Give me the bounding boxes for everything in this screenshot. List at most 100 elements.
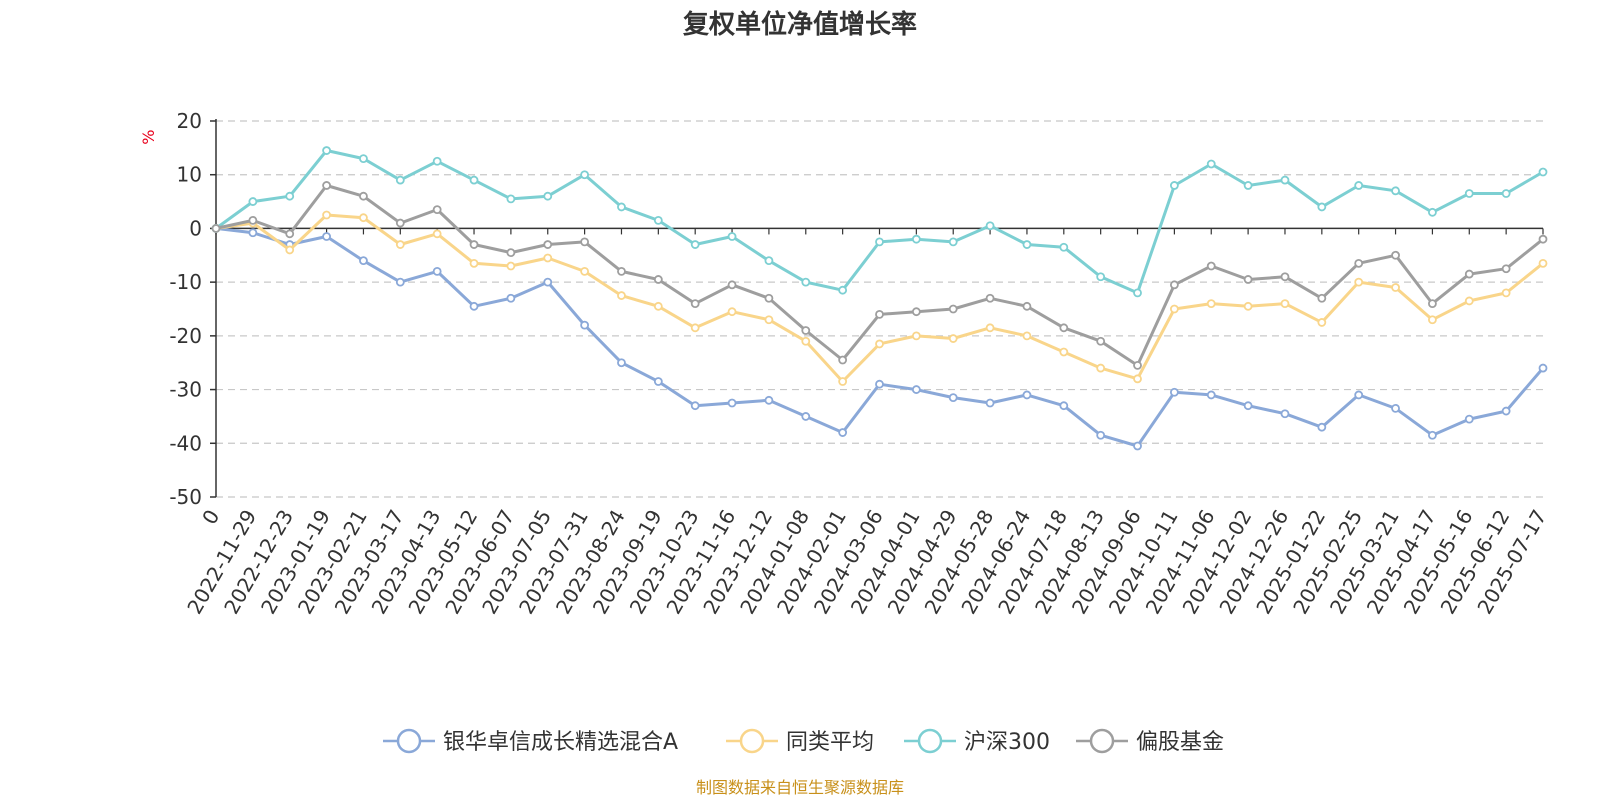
data-point[interactable] [248, 197, 258, 206]
data-point[interactable] [1428, 207, 1437, 217]
data-point[interactable] [395, 218, 405, 228]
data-point[interactable] [1464, 189, 1474, 198]
data-point[interactable] [1501, 189, 1511, 198]
data-point[interactable] [948, 237, 958, 247]
data-point[interactable] [1243, 181, 1253, 190]
data-point[interactable] [1096, 363, 1106, 373]
data-point[interactable] [285, 229, 295, 239]
data-point[interactable] [285, 245, 295, 255]
data-point[interactable] [359, 256, 368, 266]
data-point[interactable] [285, 191, 295, 201]
legend-item[interactable]: 沪深300 [904, 728, 1050, 755]
data-point[interactable] [469, 258, 479, 268]
data-point[interactable] [727, 307, 737, 317]
data-point[interactable] [432, 229, 442, 239]
data-point[interactable] [469, 175, 479, 185]
data-point[interactable] [1501, 264, 1511, 274]
data-point[interactable] [1022, 390, 1032, 400]
data-point[interactable] [690, 401, 700, 411]
data-point[interactable] [211, 224, 221, 233]
data-point[interactable] [1133, 374, 1142, 384]
data-point[interactable] [506, 261, 516, 271]
data-point[interactable] [1096, 272, 1106, 282]
data-point[interactable] [1354, 277, 1364, 287]
data-point[interactable] [322, 181, 331, 190]
data-point[interactable] [1022, 331, 1032, 341]
data-point[interactable] [801, 336, 811, 346]
data-point[interactable] [543, 277, 553, 287]
data-point[interactable] [985, 398, 995, 408]
data-point[interactable] [580, 237, 590, 247]
data-point[interactable] [1501, 288, 1511, 298]
data-point[interactable] [911, 385, 921, 394]
data-point[interactable] [1133, 360, 1142, 370]
data-point[interactable] [1133, 288, 1142, 298]
data-point[interactable] [506, 194, 516, 204]
legend-item[interactable]: 同类平均 [726, 728, 874, 755]
data-point[interactable] [1428, 315, 1437, 325]
data-point[interactable] [838, 285, 848, 295]
data-point[interactable] [395, 240, 405, 249]
data-point[interactable] [359, 191, 368, 201]
data-point[interactable] [653, 377, 663, 386]
data-point[interactable] [1538, 167, 1548, 177]
data-point[interactable] [359, 213, 368, 223]
data-point[interactable] [248, 228, 258, 238]
data-point[interactable] [948, 304, 958, 314]
data-point[interactable] [653, 301, 663, 311]
data-point[interactable] [801, 412, 811, 421]
data-point[interactable] [727, 398, 737, 408]
data-point[interactable] [653, 215, 663, 225]
data-point[interactable] [1133, 441, 1142, 451]
data-point[interactable] [1317, 422, 1327, 432]
data-point[interactable] [1022, 240, 1032, 249]
data-point[interactable] [838, 377, 848, 386]
legend-item[interactable]: 偏股基金 [1076, 728, 1224, 755]
data-point[interactable] [1391, 250, 1400, 260]
data-point[interactable] [1280, 299, 1290, 309]
data-point[interactable] [506, 248, 516, 258]
data-point[interactable] [911, 307, 921, 317]
data-point[interactable] [727, 232, 737, 241]
data-point[interactable] [1280, 409, 1290, 419]
data-point[interactable] [838, 428, 848, 437]
data-point[interactable] [1538, 234, 1548, 244]
data-point[interactable] [1059, 242, 1069, 252]
data-point[interactable] [1169, 387, 1179, 397]
data-point[interactable] [359, 154, 368, 164]
data-point[interactable] [1391, 283, 1400, 292]
data-point[interactable] [690, 240, 700, 249]
data-point[interactable] [580, 170, 590, 180]
data-point[interactable] [1391, 403, 1400, 413]
data-point[interactable] [985, 323, 995, 333]
data-point[interactable] [395, 277, 405, 287]
data-point[interactable] [617, 266, 626, 276]
data-point[interactable] [1538, 258, 1548, 268]
data-point[interactable] [1354, 390, 1364, 400]
data-point[interactable] [1354, 258, 1364, 268]
data-point[interactable] [1169, 181, 1179, 190]
data-point[interactable] [469, 240, 479, 249]
data-point[interactable] [322, 210, 331, 220]
data-point[interactable] [875, 237, 884, 247]
data-point[interactable] [1428, 299, 1437, 309]
data-point[interactable] [985, 221, 995, 231]
data-point[interactable] [1059, 323, 1069, 333]
data-point[interactable] [948, 393, 958, 403]
data-point[interactable] [1354, 181, 1364, 190]
data-point[interactable] [1317, 293, 1327, 303]
data-point[interactable] [506, 293, 516, 303]
data-point[interactable] [875, 339, 884, 349]
data-point[interactable] [1206, 159, 1216, 169]
legend-item[interactable]: 银华卓信成长精选混合A [383, 728, 678, 755]
data-point[interactable] [1096, 430, 1106, 440]
data-point[interactable] [432, 156, 442, 166]
data-point[interactable] [801, 326, 811, 335]
data-point[interactable] [764, 395, 774, 405]
data-point[interactable] [1243, 401, 1253, 411]
data-point[interactable] [985, 293, 995, 303]
data-point[interactable] [543, 191, 553, 201]
data-point[interactable] [764, 293, 774, 303]
data-point[interactable] [1243, 301, 1253, 311]
data-point[interactable] [1317, 318, 1327, 327]
